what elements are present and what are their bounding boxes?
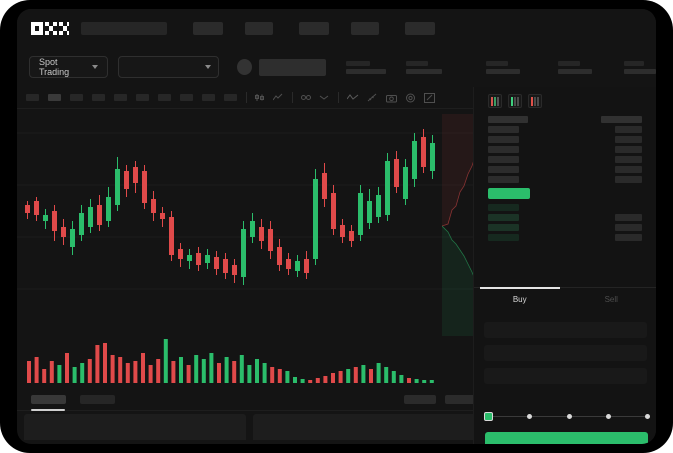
stat-24h-low: [558, 60, 592, 74]
stat-24h-high: [486, 60, 520, 74]
timeframe-button-7[interactable]: [158, 94, 171, 101]
orderbook-amount-label: [601, 116, 642, 123]
orderbook-last-price: [474, 188, 656, 199]
orderbook-header: [474, 116, 656, 123]
orderbook-bids-icon[interactable]: [508, 94, 522, 108]
nav-item-3[interactable]: [299, 21, 329, 35]
toolbar-divider: [246, 92, 247, 103]
nav-item-5[interactable]: [405, 21, 435, 35]
toolbar-divider: [338, 92, 339, 103]
orders-panel-left[interactable]: [24, 414, 246, 440]
candlestick-icon[interactable]: [255, 93, 265, 102]
orderbook-asks-icon[interactable]: [528, 94, 542, 108]
bottom-action-1[interactable]: [404, 395, 436, 404]
market-type-selector[interactable]: Spot Trading: [29, 56, 108, 78]
stat-24h-volume: [624, 60, 656, 74]
toolbar-divider: [292, 92, 293, 103]
orders-content-area: [17, 414, 487, 444]
coin-avatar-icon: [236, 59, 252, 75]
timeframe-button-10[interactable]: [224, 94, 237, 101]
timeframe-button-2[interactable]: [48, 94, 61, 101]
chevron-down-icon: [91, 65, 98, 69]
okx-logo-icon[interactable]: [31, 21, 69, 35]
orderbook-ask-row[interactable]: [474, 156, 656, 163]
stat-24h-change: [406, 60, 442, 74]
settings-icon[interactable]: [405, 93, 416, 103]
app-screen: Spot Trading: [17, 9, 656, 444]
onboarding-stepper: [484, 412, 650, 421]
stepper-dot-3[interactable]: [566, 414, 572, 419]
chevron-down-icon: [204, 65, 211, 69]
stepper-dot-1[interactable]: [484, 412, 493, 421]
price-chart[interactable]: [17, 109, 473, 331]
orderbook-bid-row[interactable]: [474, 224, 656, 231]
tab-buy[interactable]: Buy: [474, 287, 566, 310]
stepper-dot-4[interactable]: [605, 414, 611, 419]
nav-item-2[interactable]: [245, 21, 273, 35]
orders-tab-bar: [17, 389, 487, 411]
orderbook-both-icon[interactable]: [488, 94, 502, 108]
market-sub-bar: Spot Trading: [17, 47, 656, 87]
orderbook-bid-row[interactable]: [474, 214, 656, 221]
bottom-action-2[interactable]: [445, 395, 477, 404]
line-chart-icon[interactable]: [273, 93, 283, 102]
nav-item-4[interactable]: [351, 21, 379, 35]
indicator-icon[interactable]: [301, 93, 311, 102]
orderbook-bid-row[interactable]: [474, 234, 656, 241]
tab-sell[interactable]: Sell: [604, 295, 618, 304]
timeframe-button-4[interactable]: [92, 94, 105, 101]
ruler-icon[interactable]: [367, 93, 378, 103]
stepper-dot-2[interactable]: [527, 414, 533, 419]
orderbook-ask-row[interactable]: [474, 176, 656, 183]
stepper-dot-5[interactable]: [645, 414, 650, 419]
fullscreen-icon[interactable]: [424, 92, 435, 103]
trading-pair-select[interactable]: [117, 56, 219, 78]
market-type-label: Spot Trading: [39, 57, 70, 77]
timeframe-button-1[interactable]: [26, 94, 39, 101]
camera-icon[interactable]: [386, 93, 397, 103]
order-type-field[interactable]: [484, 322, 647, 338]
orderbook-view-modes: [474, 87, 656, 113]
candlestick-series: [17, 129, 473, 290]
orderbook-panel: Buy Sell: [473, 87, 656, 444]
timeframe-button-9[interactable]: [202, 94, 215, 101]
volume-chart: [17, 331, 473, 389]
order-form-tabs: Buy Sell: [474, 287, 656, 310]
trend-line-icon[interactable]: [347, 93, 359, 102]
trading-pair-name: [258, 58, 326, 76]
stat-last-price: [346, 60, 386, 74]
orderbook-ask-row[interactable]: [474, 166, 656, 173]
timeframe-button-6[interactable]: [136, 94, 149, 101]
nav-item-1[interactable]: [193, 21, 223, 35]
timeframe-button-5[interactable]: [114, 94, 127, 101]
price-field[interactable]: [484, 345, 647, 361]
timeframe-button-8[interactable]: [180, 94, 193, 101]
tab-open-orders[interactable]: [31, 395, 66, 411]
submit-order-button[interactable]: [485, 432, 648, 444]
top-navigation-bar: [17, 9, 656, 47]
orderbook-ask-row[interactable]: [474, 146, 656, 153]
orderbook-ask-row[interactable]: [474, 126, 656, 133]
orderbook-ask-row[interactable]: [474, 136, 656, 143]
orders-panel-right[interactable]: [253, 414, 485, 440]
chart-toolbar: [17, 87, 473, 109]
orderbook-bid-row[interactable]: [474, 204, 656, 211]
orderbook-price-label: [488, 116, 528, 123]
compare-icon[interactable]: [319, 93, 329, 102]
global-search-input[interactable]: [81, 21, 167, 35]
timeframe-button-3[interactable]: [70, 94, 83, 101]
amount-field[interactable]: [484, 368, 647, 384]
volume-series: [27, 339, 434, 383]
tab-order-history[interactable]: [80, 395, 115, 404]
